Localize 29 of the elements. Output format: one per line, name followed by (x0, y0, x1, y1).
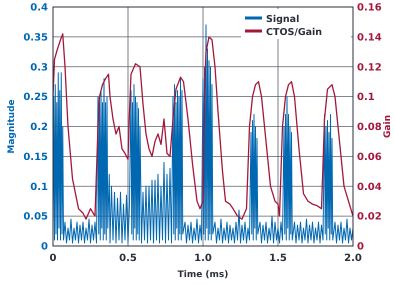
y2-tick-label: 0.02 (357, 212, 382, 223)
legend-label: Signal (266, 14, 300, 25)
y2-tick-label: 0.14 (357, 32, 382, 44)
y2-tick-label: 0.08 (357, 122, 382, 133)
y2-tick-label: 0.1 (357, 92, 375, 104)
x-tick-label: 0 (50, 253, 57, 264)
y-tick-label: 0.35 (23, 32, 48, 44)
y-tick-label: 0.15 (23, 152, 48, 163)
y2-tick-label: 0 (357, 242, 364, 252)
y-tick-label: 0.3 (30, 62, 48, 74)
x-tick-label: 0.5 (119, 253, 137, 264)
y-tick-label: 0.2 (30, 122, 48, 133)
y-axis-title: Magnitude (7, 99, 17, 154)
y2-axis-title: Gain (383, 115, 393, 138)
legend-label: CTOS/Gain (266, 27, 322, 38)
y2-tick-label: 0.12 (357, 62, 382, 74)
y-tick-label: 0.4 (30, 2, 48, 14)
y-tick-label: 0 (41, 242, 48, 252)
x-axis-title: Time (ms) (178, 270, 228, 280)
y2-tick-label: 0.04 (357, 182, 382, 193)
y-tick-label: 0.1 (30, 182, 48, 193)
y-tick-label: 0.05 (23, 212, 48, 223)
y2-tick-label: 0.06 (357, 152, 382, 163)
x-tick-label: 2.0 (344, 253, 362, 264)
x-tick-label: 1.0 (194, 253, 212, 264)
line-series (52, 24, 354, 244)
y2-tick-label: 0.16 (357, 2, 382, 14)
y-tick-label: 0.25 (23, 92, 48, 104)
x-tick-label: 1.5 (269, 253, 287, 264)
